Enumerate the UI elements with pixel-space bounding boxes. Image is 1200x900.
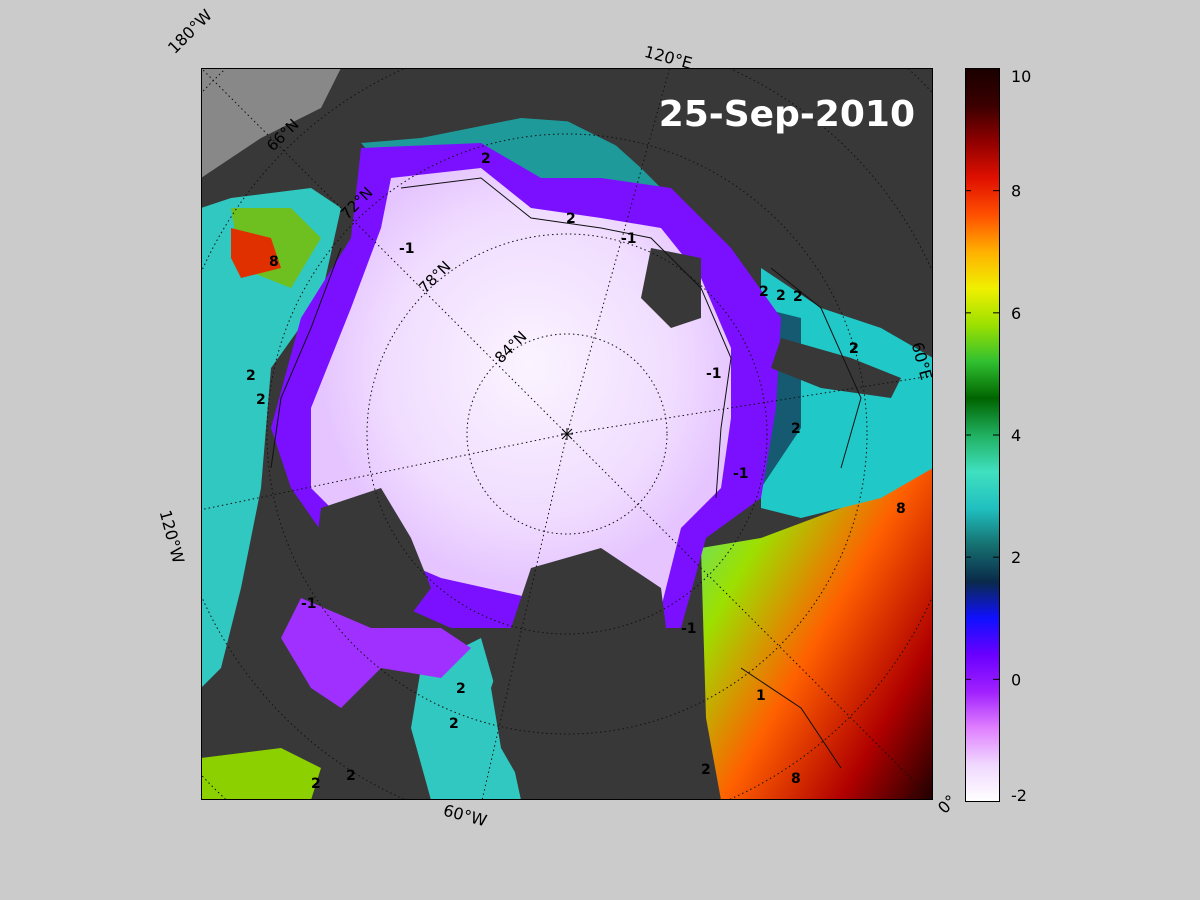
contour-label: 2 [456, 681, 466, 697]
contour-label: 2 [759, 284, 769, 300]
sea-surface-temperature-map: 66°N 72°N 78°N 84°N -1 -1 -1 -1 -1 -1 2 … [201, 68, 933, 800]
no-data-region [201, 68, 341, 178]
contour-label: 2 [849, 341, 859, 357]
colorbar: 10 8 6 4 2 0 -2 [965, 68, 1031, 802]
contour-label: -1 [399, 241, 415, 257]
colorbar-tick-label: 0 [1011, 670, 1021, 689]
archipelago-purple-channels [281, 598, 471, 708]
contour-label: 2 [849, 341, 859, 357]
contour-label: -1 [621, 231, 637, 247]
contour-label: 2 [346, 768, 356, 784]
sea-ice-cover [311, 168, 731, 608]
contour-lines [270, 177, 862, 769]
lon-label-180w: 180°W [164, 5, 216, 58]
contour-label: -1 [706, 366, 722, 382]
contour-label: 2 [256, 392, 266, 408]
contour-label: 2 [701, 762, 711, 778]
colorbar-tick-label: 10 [1011, 68, 1031, 86]
contour-label: 2 [776, 288, 786, 304]
map-border [201, 68, 933, 800]
contour-label: 2 [793, 289, 803, 305]
greenland-landmass [491, 548, 671, 800]
novaya-zemlya-land [771, 338, 901, 398]
contour-label: 2 [849, 341, 859, 357]
canadian-archipelago-land [311, 488, 431, 628]
north-pole-star-icon [561, 428, 573, 440]
contour-label: 2 [849, 341, 859, 357]
siberia-land-top [501, 68, 933, 268]
colorbar-tick-label: 2 [1011, 548, 1021, 567]
colorbar-tick-label: 8 [1011, 182, 1021, 201]
baffin-bay-water [411, 638, 521, 800]
date-label: 25-Sep-2010 [659, 94, 915, 135]
lon-label-120w: 120°W [155, 508, 189, 566]
barents-sea-water [761, 268, 933, 518]
southwest-warm-patch [201, 748, 321, 800]
contour-label: 8 [791, 771, 801, 787]
contour-label: 2 [791, 421, 801, 437]
contour-label: 2 [566, 211, 576, 227]
contour-label: 2 [246, 368, 256, 384]
contour-label: 1 [756, 688, 766, 704]
contour-label: -1 [301, 596, 317, 612]
lon-label-60w: 60°W [441, 800, 489, 831]
contour-label: -1 [681, 621, 697, 637]
contour-label: 2 [481, 151, 491, 167]
colorbar-tick-label: -2 [1011, 786, 1027, 802]
lon-label-0: 0° [934, 791, 961, 818]
contour-label: 8 [269, 254, 279, 270]
contour-label: -1 [733, 466, 749, 482]
contour-label: 8 [896, 501, 906, 517]
colorbar-tick-label: 6 [1011, 304, 1021, 323]
svalbard-land [641, 248, 701, 328]
contour-label: 2 [449, 716, 459, 732]
bering-hot-patch [231, 228, 281, 278]
contour-label: 2 [311, 776, 321, 792]
colorbar-tick-label: 4 [1011, 426, 1021, 445]
graticule [201, 68, 933, 800]
